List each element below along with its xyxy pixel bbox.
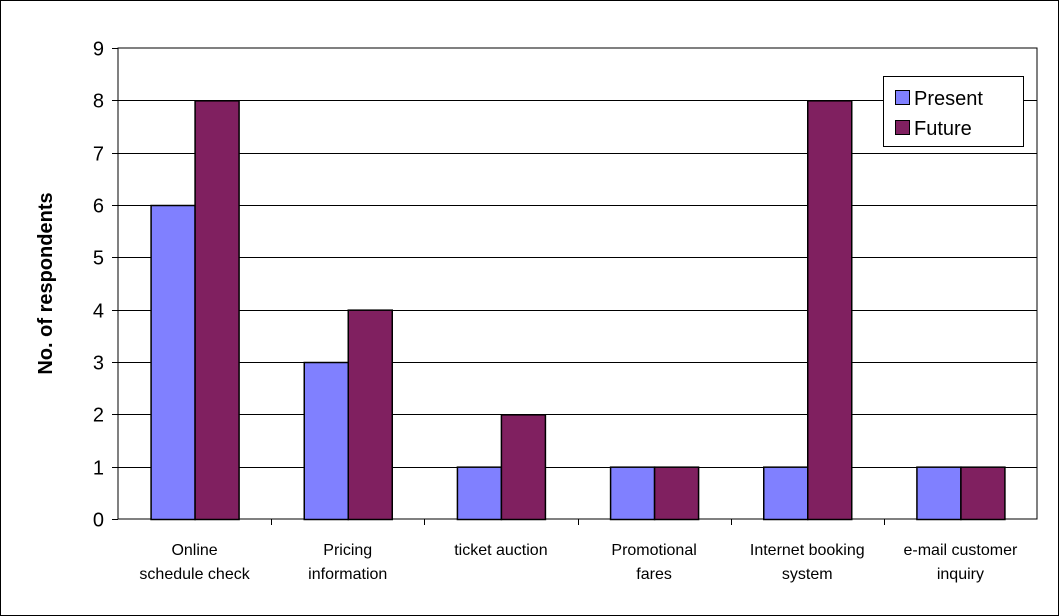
y-tick-label: 0 xyxy=(93,510,104,532)
bar-present-3 xyxy=(609,466,656,521)
y-tick-label: 1 xyxy=(93,458,104,480)
legend-swatch-present xyxy=(895,90,910,105)
bar-present-0 xyxy=(150,204,196,521)
bar-present-5 xyxy=(916,466,962,521)
bar-future-4 xyxy=(807,100,853,521)
y-tick-label: 6 xyxy=(93,196,104,218)
y-tick-label: 7 xyxy=(93,144,104,166)
x-tick-label: Internet booking system xyxy=(750,542,865,583)
y-tick-label: 2 xyxy=(93,405,104,427)
legend-label-future: Future xyxy=(914,118,972,140)
y-axis-title: No. of respondents xyxy=(35,192,57,374)
plot-area xyxy=(117,47,1038,520)
bar-present-4 xyxy=(763,466,809,521)
x-tick-label: e-mail customer inquiry xyxy=(904,542,1018,583)
y-tick-label: 8 xyxy=(93,91,104,113)
x-tick-label: ticket auction xyxy=(454,542,547,559)
x-tick-label: Pricing information xyxy=(308,542,387,583)
bar-future-5 xyxy=(960,466,1006,521)
bar-future-3 xyxy=(653,466,700,521)
bar-present-2 xyxy=(456,466,503,521)
legend-label-present: Present xyxy=(914,88,983,110)
y-tick-label: 9 xyxy=(93,39,104,61)
x-tick-label: Promotional fares xyxy=(611,542,696,583)
y-tick-label: 5 xyxy=(93,248,104,270)
bar-future-0 xyxy=(194,100,240,521)
legend-swatch-future xyxy=(895,120,910,135)
bar-future-1 xyxy=(347,309,393,521)
y-tick-label: 4 xyxy=(93,301,104,323)
bar-present-1 xyxy=(303,361,349,521)
y-tick-label: 3 xyxy=(93,353,104,375)
x-tick-label: Online schedule check xyxy=(139,542,250,583)
bar-future-2 xyxy=(500,414,547,521)
